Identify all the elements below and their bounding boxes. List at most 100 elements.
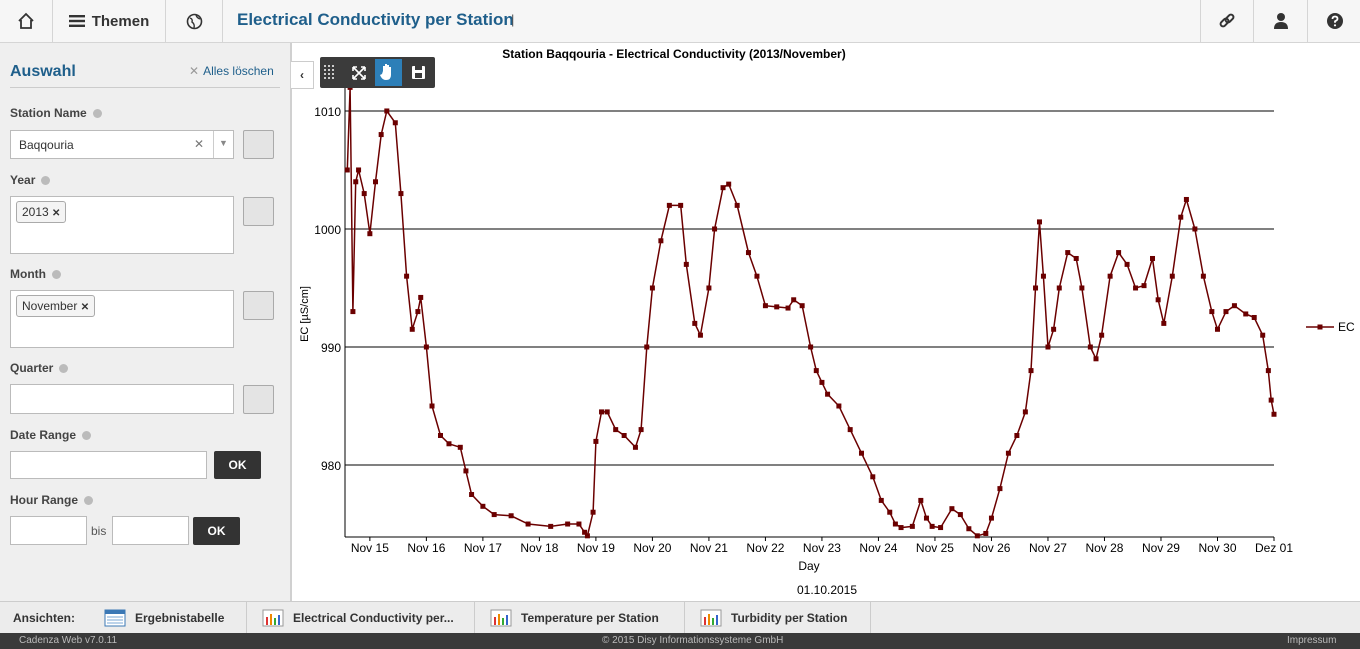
x-tick-label: Nov 23 (803, 541, 841, 555)
copyright: © 2015 Disy Informationssysteme GmbH (602, 635, 784, 646)
data-point (836, 403, 842, 409)
view-tab-label: Temperature per Station (521, 611, 659, 625)
data-point (929, 523, 935, 529)
data-point (378, 132, 384, 138)
data-point (892, 521, 898, 527)
tab-icon (700, 609, 722, 627)
data-point (415, 309, 421, 315)
hour-ok-button[interactable]: OK (193, 517, 240, 545)
title-separator: | (511, 12, 515, 27)
y-tick-label: 990 (321, 341, 341, 355)
tab-icon (262, 609, 284, 627)
data-point (1079, 285, 1085, 291)
x-tick-label: Nov 29 (1142, 541, 1180, 555)
month-select[interactable]: November ✕ (10, 290, 234, 348)
clear-all[interactable]: ✕ Alles löschen (189, 64, 274, 78)
data-point (697, 332, 703, 338)
globe-icon (186, 13, 202, 29)
home-icon (18, 12, 34, 29)
imprint[interactable]: Impressum (1287, 635, 1337, 646)
data-point (584, 533, 590, 539)
x-tick-label: Nov 16 (407, 541, 445, 555)
view-tab-label: Electrical Conductivity per... (293, 611, 454, 625)
grid-tool[interactable] (324, 65, 334, 79)
data-point (1005, 450, 1011, 456)
data-point (604, 409, 610, 415)
data-point (1183, 196, 1189, 202)
data-point (1093, 356, 1099, 362)
date-range-input[interactable] (10, 451, 207, 479)
data-point (819, 379, 825, 385)
station-select[interactable]: Baqqouria ✕ ▼ (10, 130, 234, 159)
date-ok-button[interactable]: OK (214, 451, 261, 479)
data-point (373, 179, 379, 185)
map-button[interactable] (166, 0, 223, 42)
data-point (1065, 250, 1071, 256)
data-point (847, 427, 853, 433)
hour-from-input[interactable] (10, 516, 87, 545)
month-table-button[interactable] (243, 291, 274, 320)
x-tick-label: Nov 17 (464, 541, 502, 555)
view-tab[interactable]: Ergebnistabelle (88, 602, 247, 634)
data-point (734, 202, 740, 208)
data-point (1243, 311, 1249, 317)
user-button[interactable] (1253, 0, 1307, 42)
data-point (825, 391, 831, 397)
y-tick-label: 980 (321, 459, 341, 473)
month-label-text: Month (10, 267, 46, 281)
station-table-button[interactable] (243, 130, 274, 159)
data-point (613, 427, 619, 433)
help-button[interactable] (1307, 0, 1360, 42)
themes-button[interactable]: Themen (53, 0, 166, 42)
month-chip[interactable]: November ✕ (16, 295, 96, 317)
data-point (887, 509, 893, 515)
data-point (966, 526, 972, 532)
quarter-table-button[interactable] (243, 385, 274, 414)
collapse-button[interactable]: ‹ (291, 61, 314, 89)
data-point (384, 108, 390, 114)
view-tab[interactable]: Electrical Conductivity per... (246, 602, 475, 634)
year-value: 2013 (22, 205, 49, 219)
data-point (350, 309, 356, 315)
data-point (649, 285, 655, 291)
link-button[interactable] (1200, 0, 1253, 42)
user-icon (1273, 13, 1288, 29)
data-point (799, 303, 805, 309)
data-point (1107, 273, 1113, 279)
hour-to-input[interactable] (112, 516, 189, 545)
x-tick-label: Nov 24 (859, 541, 897, 555)
quarter-label: Quarter (10, 361, 69, 375)
year-chip[interactable]: 2013 ✕ (16, 201, 67, 223)
data-point (1223, 309, 1229, 315)
month-value: November (22, 299, 78, 313)
tabs-label: Ansichten: (0, 602, 88, 634)
view-tab[interactable]: Temperature per Station (474, 602, 685, 634)
data-point (565, 521, 571, 527)
data-point (974, 533, 980, 539)
year-select[interactable]: 2013 ✕ (10, 196, 234, 254)
data-point (712, 226, 718, 232)
year-table-button[interactable] (243, 197, 274, 226)
x-tick-label: Nov 21 (690, 541, 728, 555)
data-point (1271, 411, 1277, 417)
home-button[interactable] (0, 0, 53, 42)
quarter-select[interactable] (10, 384, 234, 414)
footer: Cadenza Web v7.0.11 © 2015 Disy Informat… (0, 633, 1360, 649)
x-tick-label: Nov 19 (577, 541, 615, 555)
tabs-label-text: Ansichten: (12, 611, 75, 625)
view-tab[interactable]: Turbidity per Station (684, 602, 871, 634)
data-point (576, 521, 582, 527)
legend-label: EC (1338, 320, 1355, 334)
zoom-tool[interactable] (352, 66, 366, 80)
data-point (1087, 344, 1093, 350)
date-range-label-text: Date Range (10, 428, 77, 442)
x-tick-label: Nov 27 (1029, 541, 1067, 555)
themes-label: Themen (91, 12, 150, 30)
hour-ok-label: OK (207, 524, 226, 538)
data-point (1099, 332, 1105, 338)
data-point (658, 238, 664, 244)
divider (10, 87, 280, 88)
data-point (726, 181, 732, 187)
month-label: Month (10, 267, 61, 281)
